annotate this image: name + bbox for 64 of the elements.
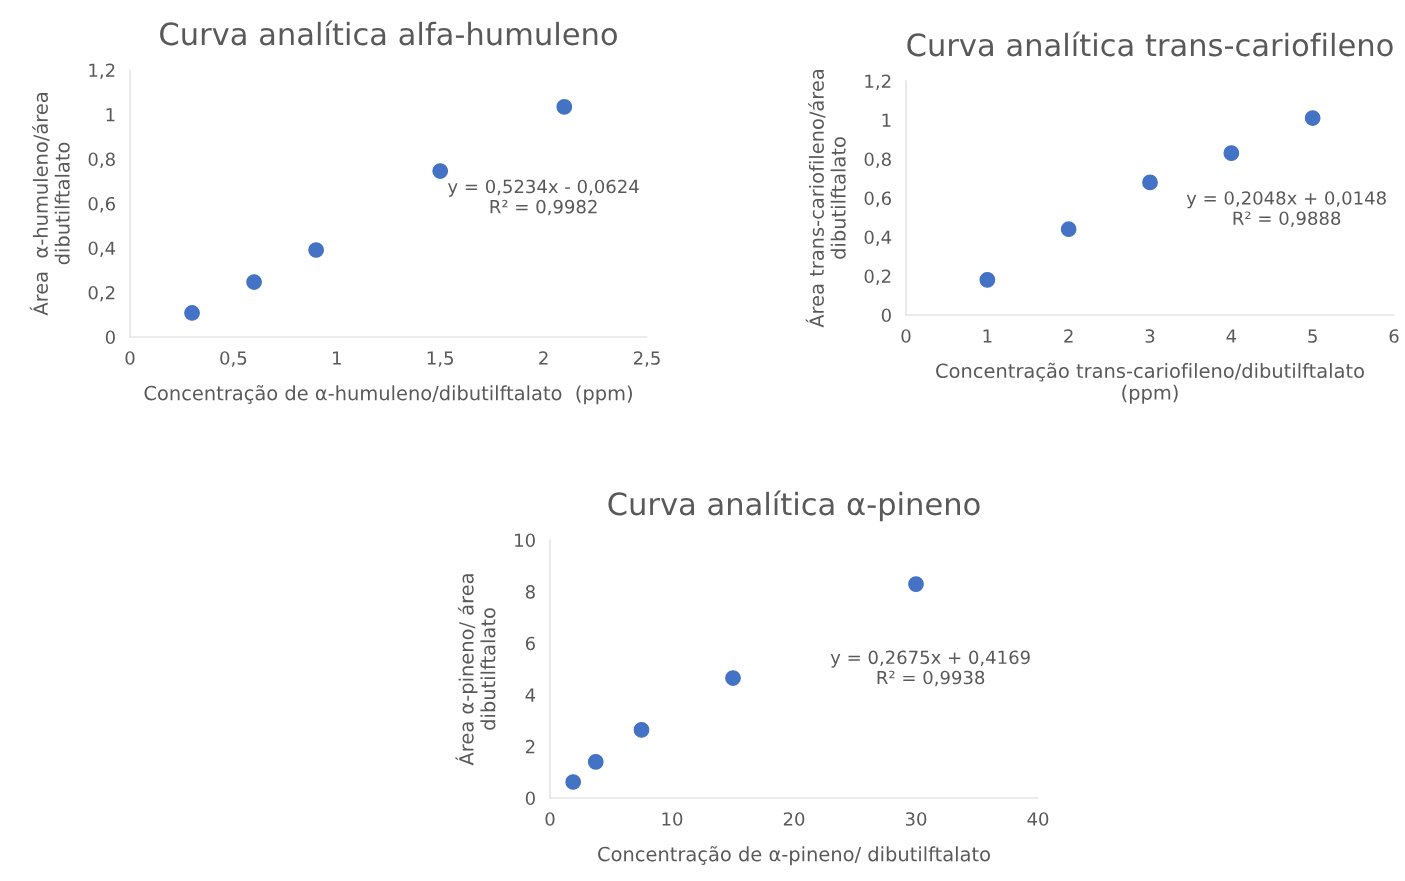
chart-title: Curva analítica α-pineno: [608, 490, 980, 522]
annotation: y = 0,5234x - 0,0624 R² = 0,9982: [447, 179, 639, 216]
y-tick-label: 0,6: [88, 196, 115, 213]
x-tick-label: 2: [1064, 329, 1073, 343]
y-tick-label: 4: [525, 688, 536, 702]
point: [1304, 110, 1321, 126]
y-tick-label: 0: [881, 308, 891, 323]
x-tick-label: 10: [662, 812, 683, 826]
y-tick-label: 0,8: [88, 152, 115, 168]
point: [432, 163, 449, 179]
x-axis-title: Concentração de α-humuleno/dibutilftalato (ppm): [144, 385, 632, 405]
point: [1060, 221, 1077, 238]
y-tick-label: 1,2: [89, 63, 115, 79]
x-tick-label: 1,5: [427, 351, 453, 367]
y-tick-label: 0,8: [864, 152, 891, 168]
point: [633, 722, 650, 738]
point: [1223, 145, 1240, 162]
x-tick-label: 6: [1389, 329, 1399, 343]
point: [308, 242, 324, 258]
x-tick-label: 4: [1226, 329, 1237, 343]
y-tick-label: 0: [525, 791, 535, 806]
annotation: y = 0,2048x + 0,0148 R² = 0,9888: [1186, 191, 1386, 227]
x-tick-label: 0: [125, 351, 135, 365]
point: [979, 272, 996, 288]
x-tick-label: 1: [333, 351, 341, 365]
x-axis-title: Concentração de α-pineno/ dibutilftalato: [598, 846, 990, 866]
y-tick-label: 2: [525, 739, 535, 754]
y-tick-label: 0,2: [88, 285, 115, 302]
y-axis-title: Área α-humuleno/área dibutilftalato: [29, 93, 70, 316]
annotation: y = 0,2675x + 0,4169 R² = 0,9938: [830, 650, 1030, 687]
point: [1142, 174, 1158, 191]
x-tick-label: 2,5: [633, 351, 660, 367]
y-axis-title: Área trans-cariofileno/área dibutilftalato: [805, 69, 846, 328]
y-tick-label: 8: [525, 585, 535, 599]
y-tick-label: 1: [106, 108, 115, 122]
y-axis-title: Área α-pineno/ área dibutilftalato: [455, 574, 496, 766]
y-tick-label: 0,6: [864, 191, 891, 207]
point: [556, 99, 573, 115]
x-tick-label: 40: [1027, 812, 1049, 826]
point: [565, 774, 582, 790]
x-axis-title: Concentração trans-cariofileno/dibutilftalato (ppm): [936, 362, 1364, 404]
point: [587, 754, 604, 770]
chart-title: Curva analítica trans-cariofileno: [907, 31, 1393, 57]
point: [184, 305, 200, 321]
x-tick-label: 20: [783, 812, 805, 826]
x-tick-label: 0,5: [220, 351, 247, 367]
y-tick-label: 0,4: [88, 241, 116, 257]
y-tick-label: 0,2: [864, 269, 891, 285]
y-tick-label: 0,4: [864, 230, 892, 246]
x-tick-label: 30: [905, 812, 927, 826]
y-tick-label: 10: [515, 533, 535, 548]
x-tick-label: 5: [1308, 329, 1317, 343]
y-tick-label: 6: [525, 636, 535, 651]
x-tick-label: 1: [983, 329, 992, 343]
point: [908, 576, 924, 592]
y-tick-label: 1,2: [865, 74, 891, 90]
x-tick-label: 0: [901, 329, 911, 343]
y-tick-label: 1: [882, 113, 891, 127]
x-tick-label: 2: [539, 351, 548, 365]
chart-title: Curva analítica alfa-humuleno: [160, 20, 617, 46]
x-tick-label: 0: [545, 812, 555, 826]
point: [246, 274, 262, 290]
point: [725, 670, 741, 686]
x-tick-label: 3: [1145, 329, 1155, 343]
